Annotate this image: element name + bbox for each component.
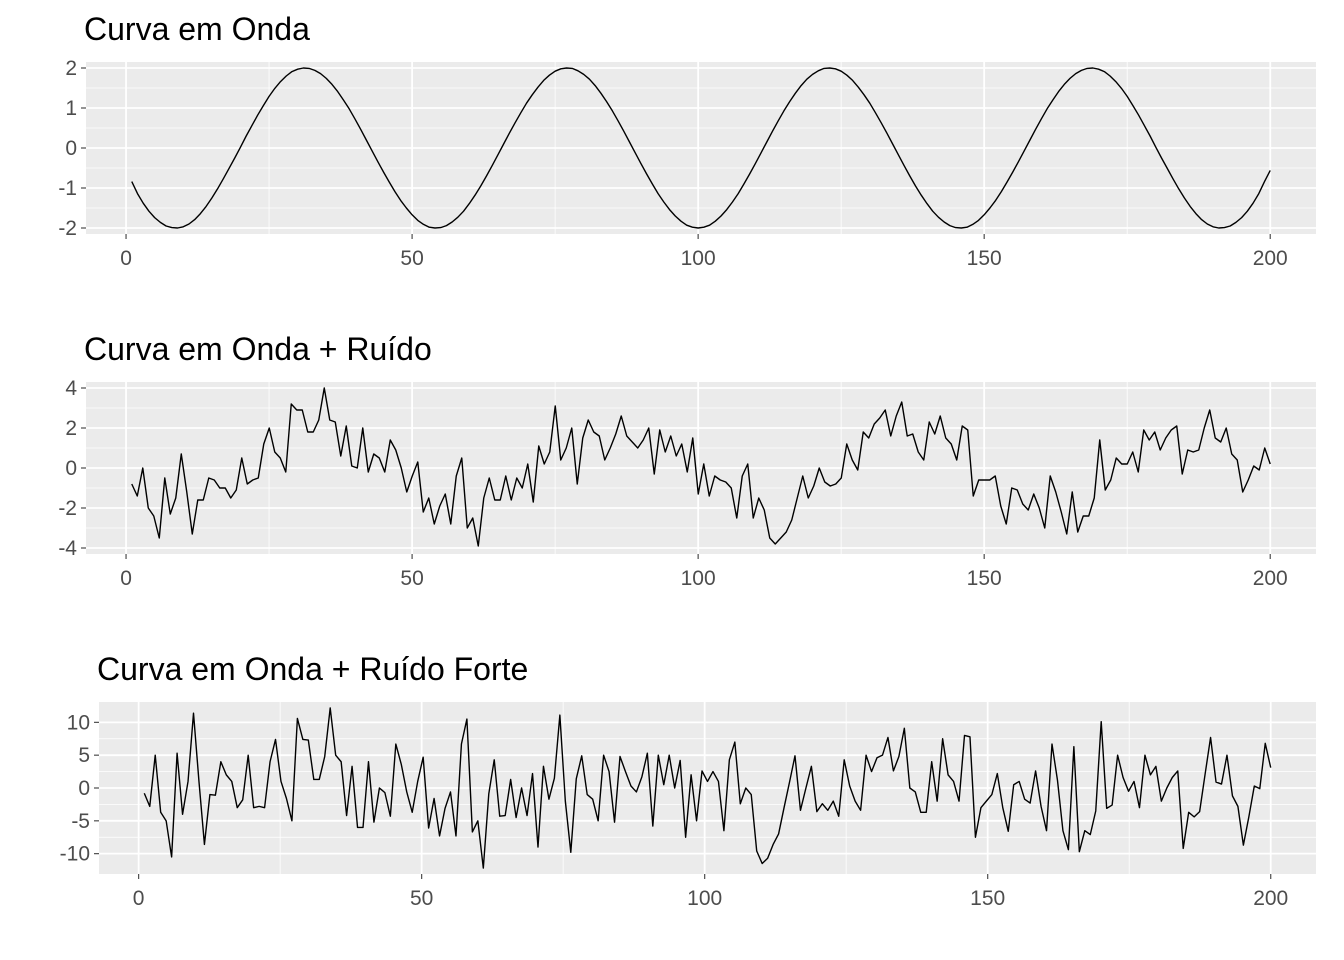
y-tick-label: 1: [65, 97, 77, 120]
x-tick-label: 50: [400, 247, 423, 270]
y-tick-label: 10: [67, 711, 90, 734]
y-tick-label: 4: [65, 377, 77, 400]
y-tick-label: 0: [65, 137, 77, 160]
chart-title: Curva em Onda + Ruído: [84, 331, 432, 367]
series-line: [131, 387, 1271, 547]
series-line: [143, 707, 1272, 869]
y-tick-label: -5: [71, 810, 90, 833]
y-tick-label: -2: [58, 497, 77, 520]
y-tick-label: 5: [78, 744, 90, 767]
x-tick-label: 150: [967, 247, 1002, 270]
chart-title: Curva em Onda: [84, 11, 310, 47]
x-tick-label: 200: [1253, 247, 1288, 270]
y-tick-label: 0: [78, 777, 90, 800]
y-tick-label: -2: [58, 217, 77, 240]
x-tick-label: 100: [681, 567, 716, 590]
y-tick-label: 0: [65, 457, 77, 480]
chart-title: Curva em Onda + Ruído Forte: [97, 651, 528, 687]
y-tick-label: -1: [58, 177, 77, 200]
x-tick-label: 100: [681, 247, 716, 270]
series-line: [131, 67, 1271, 229]
x-tick-label: 200: [1253, 887, 1288, 910]
y-tick-label: -4: [58, 537, 77, 560]
y-tick-label: -10: [60, 843, 90, 866]
chart-1: Curva em Onda 0 50 100 150 200 -2 -1 0 1 2: [58, 11, 1316, 270]
x-tick-label: 0: [120, 247, 132, 270]
x-tick-label: 50: [400, 567, 423, 590]
x-tick-label: 0: [120, 567, 132, 590]
x-tick-label: 0: [133, 887, 145, 910]
y-tick-label: 2: [65, 417, 77, 440]
y-tick-label: 2: [65, 57, 77, 80]
x-tick-label: 150: [967, 567, 1002, 590]
x-tick-label: 150: [970, 887, 1005, 910]
x-tick-label: 50: [410, 887, 433, 910]
x-tick-label: 100: [687, 887, 722, 910]
chart-2: Curva em Onda + Ruído 0 50 100 150 200 -4 -2 0 2 4: [58, 331, 1316, 590]
x-tick-label: 200: [1253, 567, 1288, 590]
